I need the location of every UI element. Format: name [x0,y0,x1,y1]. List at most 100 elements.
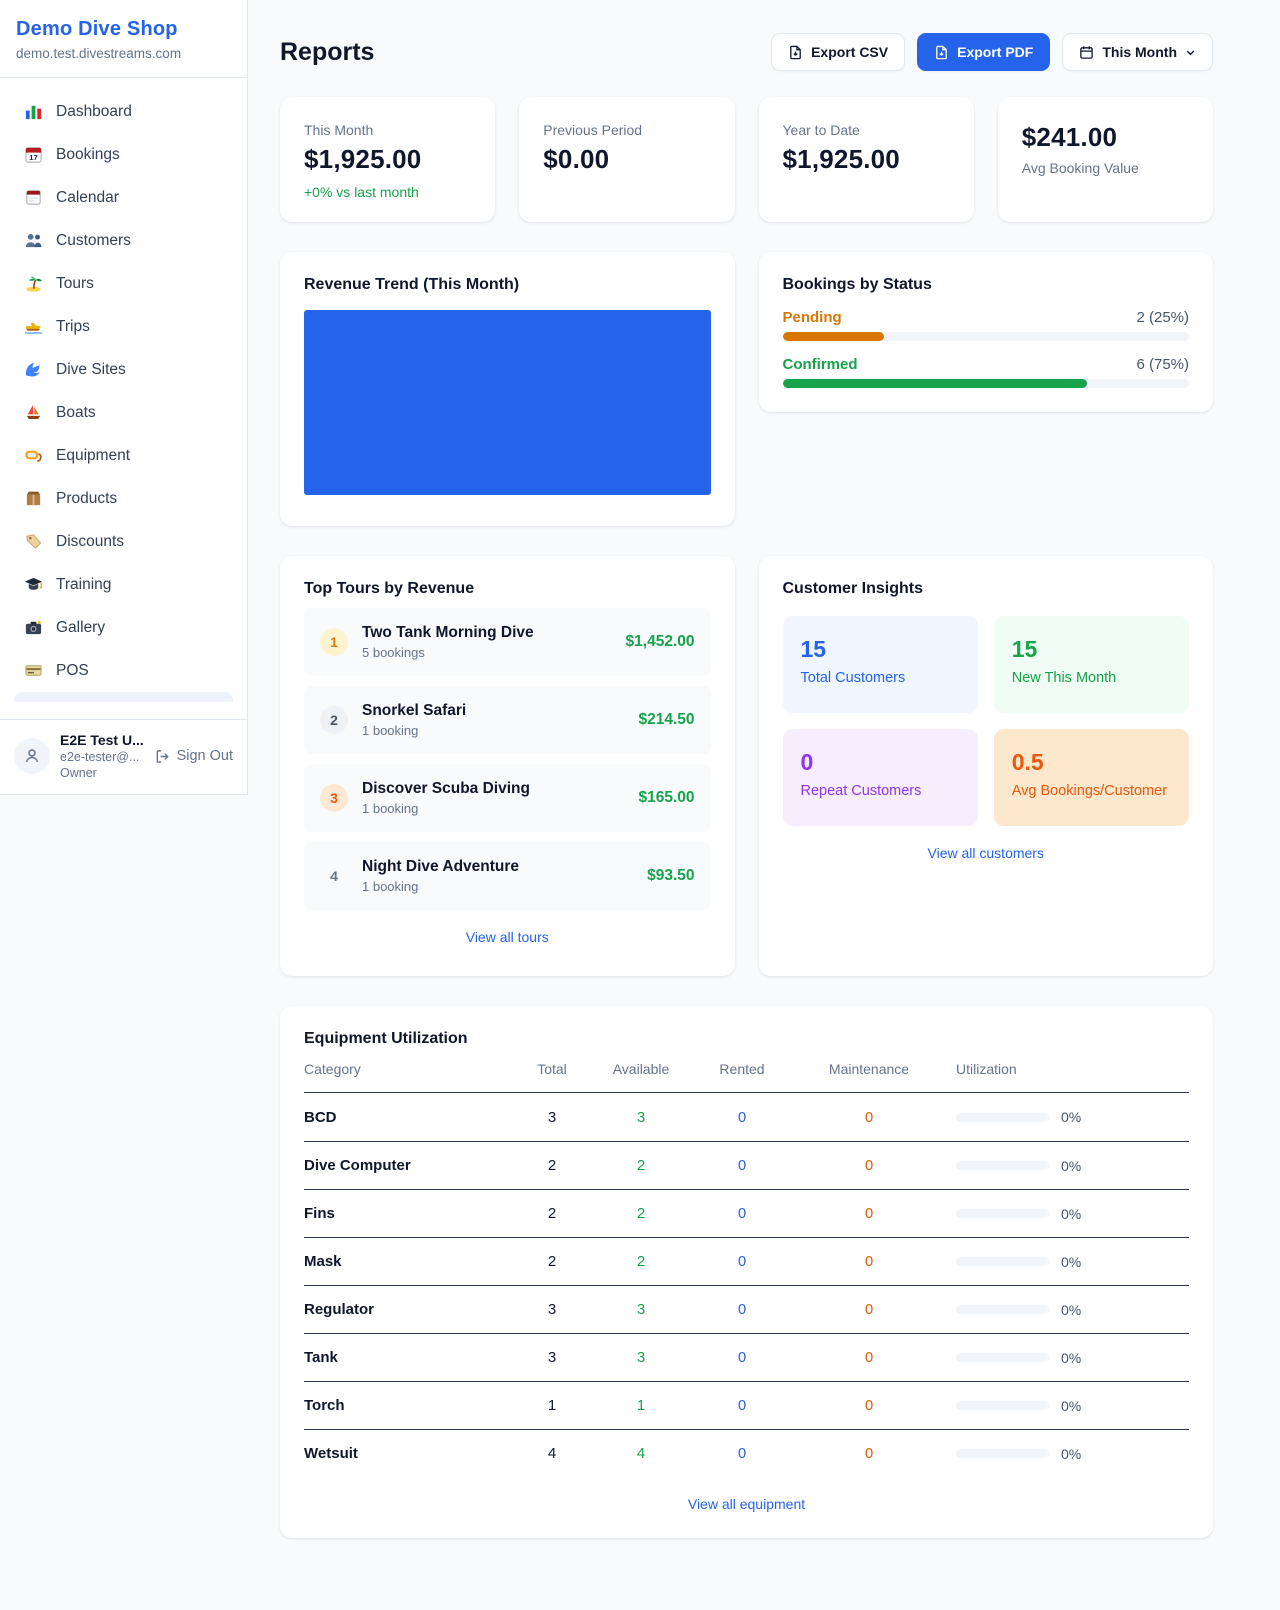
equipment-maintenance: 0 [864,1157,874,1174]
sidebar-item-bookings[interactable]: 17 Bookings [10,133,237,176]
equipment-title: Equipment Utilization [304,1030,468,1047]
status-label: Confirmed [782,356,858,373]
column-header: Utilization [956,1061,1017,1077]
sidebar-item-pos[interactable]: POS [10,649,237,692]
equipment-rented: 0 [737,1445,747,1462]
equipment-table-body: BCD 3 3 0 0 0% Dive Computer 2 2 0 0 0% … [304,1092,1189,1477]
avatar [14,738,50,774]
file-down-icon [790,45,801,59]
tour-revenue: $214.50 [638,711,695,728]
shop-domain: demo.test.divestreams.com [16,46,182,61]
sidebar-item-label: Dive Sites [56,360,126,378]
sidebar-item-discounts[interactable]: Discounts [10,520,237,563]
utilization-bar [956,1305,1049,1314]
sidebar-item-label: Calendar [56,188,119,206]
user-panel: E2E Test U... e2e-tester@... Owner Sign … [0,719,247,794]
tile-avg-bookings-customer: 0.5 Avg Bookings/Customer [993,729,1189,826]
equipment-rented: 0 [737,1349,747,1366]
sailboat-icon [24,403,43,422]
period-dropdown[interactable]: This Month [1062,33,1213,71]
export-pdf-button[interactable]: Export PDF [917,33,1051,71]
stat-card-this-month: This Month $1,925.00 +0% vs last month [280,97,496,222]
sidebar-item-products[interactable]: Products [10,477,237,520]
equipment-category: Fins [304,1205,335,1222]
tour-bookings: 1 booking [362,801,419,816]
tour-revenue: $93.50 [647,867,695,884]
tile-repeat-customers: 0 Repeat Customers [782,729,978,826]
utilization-percent: 0% [1061,1205,1082,1222]
stat-label: Avg Booking Value [1021,160,1139,176]
view-all-equipment-link[interactable]: View all equipment [687,1496,806,1512]
sidebar-item-label: Boats [56,403,96,421]
sidebar-item-label: Training [56,575,112,593]
insights-row: Top Tours by Revenue 1 Two Tank Morning … [280,556,1213,976]
utilization-percent: 0% [1061,1397,1082,1414]
shop-name: Demo Dive Shop [16,18,178,40]
tour-revenue: $1,452.00 [625,633,695,650]
view-all-tours-link[interactable]: View all tours [465,929,549,945]
sign-out-icon [156,749,169,763]
sidebar-item-gallery[interactable]: Gallery [10,606,237,649]
stat-card-previous-period: Previous Period $0.00 [519,97,735,222]
stat-delta: +0% vs last month [304,184,419,200]
export-csv-label: Export CSV [811,44,889,60]
utilization-percent: 0% [1061,1301,1082,1318]
table-row: Torch 1 1 0 0 0% [304,1381,1189,1429]
tile-new-this-month: 15 New This Month [993,616,1189,713]
sidebar-item-dive-sites[interactable]: Dive Sites [10,348,237,391]
equipment-rented: 0 [737,1253,747,1270]
equipment-rented: 0 [737,1397,747,1414]
stat-label: This Month [304,122,374,138]
equipment-maintenance: 0 [864,1301,874,1318]
sidebar-item-label: Dashboard [56,102,132,120]
top-tours-card: Top Tours by Revenue 1 Two Tank Morning … [280,556,735,976]
sidebar-item-equipment[interactable]: Equipment [10,434,237,477]
tour-name: Snorkel Safari [362,702,467,719]
sidebar-item-calendar[interactable]: Calendar [10,176,237,219]
export-csv-button[interactable]: Export CSV [771,33,906,71]
view-all-customers-link[interactable]: View all customers [927,845,1044,861]
sign-out-label: Sign Out [176,748,233,764]
chevron-down-icon [1186,50,1195,55]
utilization-percent: 0% [1061,1253,1082,1270]
rank-badge: 4 [330,868,338,884]
sidebar-item-trips[interactable]: Trips [10,305,237,348]
sign-out-button[interactable]: Sign Out [155,748,233,764]
notepad-calendar-icon [24,188,43,207]
stat-label: Previous Period [543,122,643,138]
sidebar-item-reports-partial[interactable] [14,692,233,702]
tile-value: 0 [800,749,814,775]
stat-value: $1,925.00 [782,144,900,174]
table-row: Wetsuit 4 4 0 0 0% [304,1429,1189,1477]
person-icon [25,749,39,763]
sidebar-item-boats[interactable]: Boats [10,391,237,434]
tour-list-item: 4 Night Dive Adventure 1 booking $93.50 [304,842,711,910]
camera-icon [24,618,43,637]
tour-bookings: 5 bookings [362,645,425,660]
people-icon [24,231,43,250]
user-meta: E2E Test U... e2e-tester@... Owner [60,732,145,780]
sidebar-item-customers[interactable]: Customers [10,219,237,262]
charts-row: Revenue Trend (This Month) Bookings by S… [280,252,1213,526]
equipment-category: Dive Computer [304,1157,411,1174]
speedboat-icon [24,317,43,336]
sidebar-item-training[interactable]: Training [10,563,237,606]
stat-card-avg-booking-value: $241.00 Avg Booking Value [997,97,1213,222]
sidebar-item-tours[interactable]: Tours [10,262,237,305]
equipment-category: Wetsuit [304,1445,358,1462]
equipment-available: 4 [636,1445,646,1462]
table-row: BCD 3 3 0 0 0% [304,1093,1189,1141]
equipment-utilization-card: Equipment Utilization Category Total Ava… [280,1006,1213,1538]
credit-card-icon [24,661,43,680]
equipment-available: 2 [636,1253,646,1270]
customer-insights-title: Customer Insights [782,580,923,597]
table-row: Mask 2 2 0 0 0% [304,1237,1189,1285]
status-bar-track [782,379,1189,388]
table-row: Regulator 3 3 0 0 0% [304,1285,1189,1333]
sidebar-item-dashboard[interactable]: Dashboard [10,90,237,133]
equipment-total: 3 [547,1349,557,1366]
equipment-maintenance: 0 [864,1445,874,1462]
package-icon [24,489,43,508]
status-count: 2 (25%) [1136,309,1189,326]
equipment-table-header: Category Total Available Rented Maintena… [304,1048,1189,1090]
